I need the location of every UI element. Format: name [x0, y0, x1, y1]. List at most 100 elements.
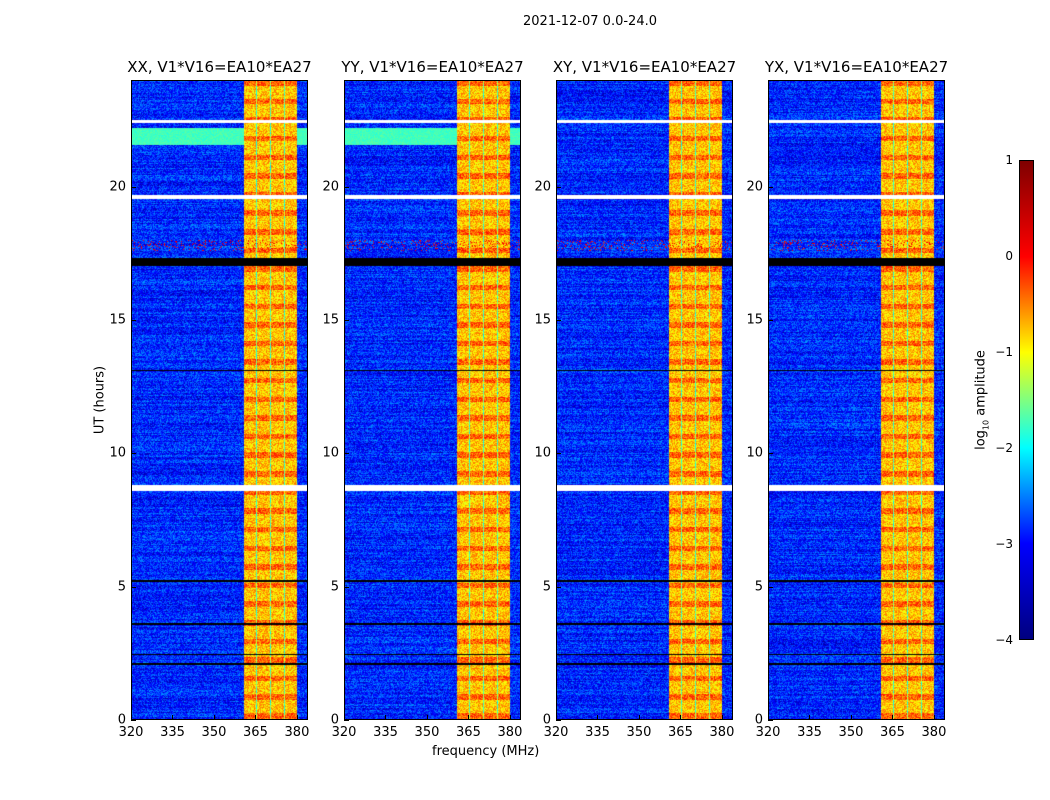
spectrogram-heatmap: [344, 80, 521, 720]
panel-title: XX, V1*V16=EA10*EA27: [127, 58, 312, 76]
x-tick: [172, 715, 174, 720]
x-tick-label: 335: [373, 725, 398, 740]
colorbar-tick-label: −3: [995, 537, 1013, 551]
x-tick: [933, 715, 935, 720]
x-tick: [213, 715, 215, 720]
y-tick: [344, 720, 349, 721]
x-tick-label: 380: [497, 725, 523, 740]
y-tick: [131, 586, 136, 588]
x-tick: [809, 715, 811, 720]
y-tick: [768, 320, 773, 321]
x-tick-label: 350: [201, 725, 227, 740]
y-tick-label: 10: [534, 445, 551, 461]
spectrogram-panel-3: XY, V1*V16=EA10*EA27 320 335 350 365 380 0 5 10 1…: [534, 58, 736, 740]
x-tick-label: 350: [414, 725, 440, 740]
y-tick-label: 5: [117, 579, 126, 595]
plot-frame: [344, 80, 521, 720]
y-tick-label: 0: [542, 712, 551, 728]
x-tick: [385, 715, 387, 720]
x-tick: [426, 715, 428, 720]
y-tick: [131, 186, 136, 188]
x-tick: [721, 715, 723, 720]
x-tick: [850, 715, 852, 720]
x-tick: [556, 715, 557, 720]
x-tick: [468, 715, 470, 720]
y-tick: [131, 720, 136, 721]
x-tick: [296, 715, 298, 720]
x-tick: [638, 715, 640, 720]
y-tick-label: 20: [109, 179, 126, 195]
x-tick-label: 320: [118, 725, 144, 740]
x-axis-label: frequency (MHz): [432, 744, 540, 759]
y-tick: [556, 586, 561, 588]
colorbar-tick-label: 1: [1005, 153, 1013, 167]
figure-title: 2021-12-07 0.0-24.0: [523, 14, 657, 29]
x-tick-label: 380: [284, 725, 310, 740]
y-tick-label: 0: [754, 712, 763, 728]
x-tick-label: 320: [755, 725, 781, 740]
x-tick: [344, 715, 345, 720]
y-tick-label: 0: [330, 712, 339, 728]
y-tick: [131, 320, 136, 321]
y-tick: [131, 453, 136, 455]
colorbar-tick-label: 0: [1005, 249, 1013, 263]
y-tick-label: 5: [754, 579, 763, 595]
x-tick-label: 365: [880, 725, 905, 740]
x-tick-label: 335: [797, 725, 822, 740]
y-tick-label: 15: [109, 312, 126, 328]
x-tick: [255, 715, 257, 720]
x-tick: [768, 715, 769, 720]
spectrogram-panel-2: YY, V1*V16=EA10*EA27 320 335 350 365 380 0 5 10 1…: [322, 58, 523, 740]
y-axis-label: UT (hours): [92, 365, 108, 435]
plot-frame: [131, 80, 308, 720]
y-tick-label: 0: [117, 712, 126, 728]
x-tick-label: 350: [838, 725, 864, 740]
colorbar-tick-label: −1: [995, 345, 1013, 359]
y-tick: [344, 586, 349, 588]
x-tick-label: 335: [160, 725, 185, 740]
spectrogram-heatmap: [556, 80, 733, 720]
y-tick: [768, 586, 773, 588]
x-tick: [509, 715, 511, 720]
y-tick-label: 10: [322, 445, 339, 461]
y-tick-label: 10: [109, 445, 126, 461]
x-tick: [131, 715, 132, 720]
x-tick-label: 335: [585, 725, 610, 740]
x-tick-label: 365: [456, 725, 481, 740]
x-tick-label: 380: [709, 725, 735, 740]
y-tick: [768, 186, 773, 188]
spectrogram-heatmap: [131, 80, 308, 720]
y-tick-label: 15: [322, 312, 339, 328]
y-tick: [768, 720, 773, 721]
x-tick-label: 380: [921, 725, 947, 740]
y-tick: [556, 720, 561, 721]
spectrogram-heatmap: [768, 80, 945, 720]
plot-frame: [556, 80, 733, 720]
colorbar-label: log10 amplitude: [973, 350, 991, 450]
x-tick-label: 320: [331, 725, 357, 740]
panel-title: YX, V1*V16=EA10*EA27: [764, 58, 949, 76]
colorbar-tick-label: −2: [995, 441, 1013, 455]
y-tick-label: 10: [746, 445, 763, 461]
y-tick: [344, 320, 349, 321]
y-tick-label: 20: [746, 179, 763, 195]
x-tick: [597, 715, 599, 720]
y-tick-label: 15: [746, 312, 763, 328]
x-tick: [680, 715, 682, 720]
y-tick: [768, 453, 773, 455]
y-tick-label: 15: [534, 312, 551, 328]
y-tick-label: 5: [330, 579, 339, 595]
y-tick-label: 20: [534, 179, 551, 195]
y-tick: [556, 453, 561, 455]
y-tick: [344, 186, 349, 188]
y-tick: [344, 453, 349, 455]
spectrogram-panel-1: XX, V1*V16=EA10*EA27 320 335 350 365 380 0 5 10 1…: [109, 58, 311, 740]
panel-title: XY, V1*V16=EA10*EA27: [552, 58, 737, 76]
spectrogram-panel-4: YX, V1*V16=EA10*EA27 320 335 350 365 380 0 5 10 1…: [746, 58, 948, 740]
colorbar: [1019, 160, 1034, 640]
y-tick: [556, 320, 561, 321]
x-tick-label: 350: [626, 725, 652, 740]
y-tick-label: 20: [322, 179, 339, 195]
x-tick-label: 365: [243, 725, 268, 740]
